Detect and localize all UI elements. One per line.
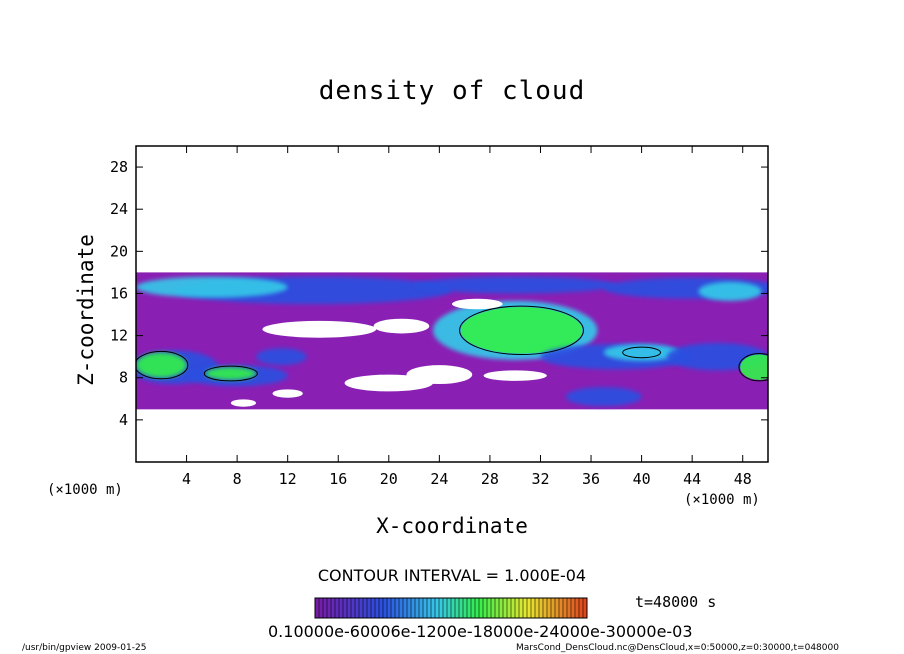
colorbar-stripes xyxy=(314,598,584,618)
colorbar-frame xyxy=(314,597,588,619)
low-density-gap xyxy=(452,298,503,310)
density-patch xyxy=(414,276,617,294)
low-density-gap xyxy=(230,399,257,407)
contour-line xyxy=(136,350,189,380)
x-axis-label: X-coordinate xyxy=(376,514,528,538)
contour-lines xyxy=(136,305,768,382)
footer-left: /usr/bin/gpview 2009-01-25 xyxy=(22,643,147,653)
density-patch xyxy=(565,387,642,407)
density-patch xyxy=(698,281,762,301)
low-density-gap xyxy=(344,374,434,392)
x-tick-label: 24 xyxy=(430,470,448,488)
contour-line xyxy=(738,353,768,382)
y-tick-label: 28 xyxy=(110,158,128,176)
z-unit-label: (×1000 m) xyxy=(47,482,123,498)
y-tick-label: 12 xyxy=(110,327,128,345)
density-patch xyxy=(256,348,307,366)
x-tick-label: 4 xyxy=(182,470,191,488)
density-field xyxy=(136,272,768,410)
x-tick-label: 36 xyxy=(582,470,600,488)
x-tick-label: 40 xyxy=(633,470,651,488)
density-patch xyxy=(740,354,768,380)
colorbar-tick-labels: 0.10000e-60006e-1200e-18000e-24000e-3000… xyxy=(268,622,693,641)
contour-line xyxy=(203,365,258,382)
x-axis: 4 8 12 16 20 24 28 32 36 40 44 48 xyxy=(182,146,752,488)
chart-title: density of cloud xyxy=(318,76,586,106)
y-axis: 4 8 12 16 20 24 28 xyxy=(110,158,768,429)
contour-line xyxy=(622,346,662,359)
density-patch xyxy=(603,344,680,361)
x-tick-label: 44 xyxy=(683,470,701,488)
x-tick-label: 8 xyxy=(233,470,242,488)
y-tick-label: 4 xyxy=(119,411,128,429)
y-tick-label: 20 xyxy=(110,242,128,260)
plot-frame xyxy=(135,145,769,463)
contour-line xyxy=(459,305,584,356)
y-axis-label: Z-coordinate xyxy=(74,234,98,386)
x-tick-label: 20 xyxy=(380,470,398,488)
density-patch xyxy=(136,352,187,378)
x-tick-label: 48 xyxy=(734,470,752,488)
low-density-gap xyxy=(373,318,430,334)
y-tick-label: 8 xyxy=(119,369,128,387)
footer-right: MarsCond_DensCloud.nc@DensCloud,x=0:5000… xyxy=(516,643,839,653)
contour-interval: CONTOUR INTERVAL = 1.000E-04 xyxy=(317,566,587,585)
y-tick-label: 24 xyxy=(110,200,128,218)
x-tick-label: 28 xyxy=(481,470,499,488)
x-tick-label: 12 xyxy=(279,470,297,488)
x-tick-label: 16 xyxy=(329,470,347,488)
density-patch xyxy=(205,367,257,380)
x-tick-label: 32 xyxy=(531,470,549,488)
low-density-gap xyxy=(272,389,303,398)
time-label: t=48000 s xyxy=(635,593,717,611)
low-density-gap xyxy=(262,320,377,338)
density-patch xyxy=(136,276,288,298)
low-density-gap xyxy=(483,370,547,381)
x-unit-label: (×1000 m) xyxy=(684,492,760,508)
density-patch xyxy=(460,307,583,354)
y-tick-label: 16 xyxy=(110,284,128,302)
